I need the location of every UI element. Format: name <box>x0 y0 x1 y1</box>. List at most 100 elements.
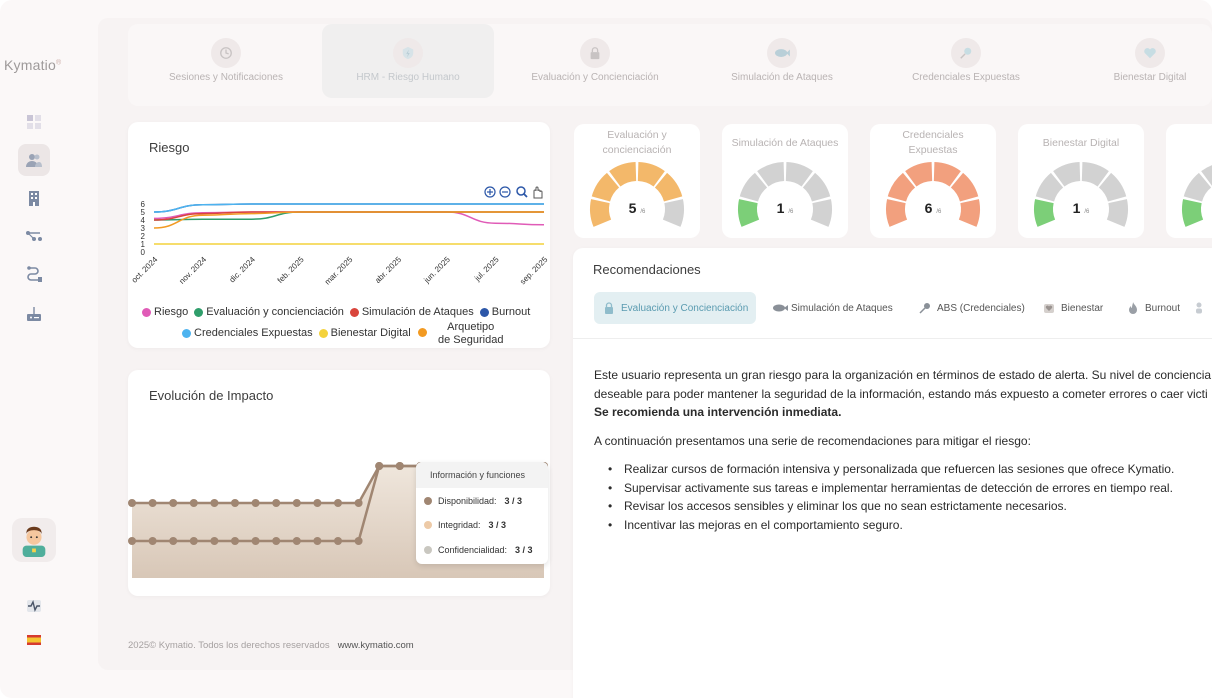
tooltip-dot <box>424 497 432 505</box>
legend-item[interactable]: Riesgo <box>142 306 188 318</box>
brand-logo[interactable]: Kymatio® <box>4 57 61 73</box>
impact-point[interactable] <box>292 499 301 507</box>
tab-simulacion[interactable]: Simulación de Ataques <box>714 24 850 98</box>
gauge-card[interactable]: Bienestar Digital 1 /6 <box>1018 124 1144 238</box>
legend-label: Simulación de Ataques <box>361 306 474 318</box>
series-line[interactable] <box>153 203 544 213</box>
impact-point[interactable] <box>189 537 198 545</box>
journey-icon[interactable] <box>18 258 50 290</box>
impact-point[interactable] <box>272 499 281 507</box>
rec-bullet: Realizar cursos de formación intensiva y… <box>608 462 1174 476</box>
impact-point[interactable] <box>128 499 136 507</box>
building-icon[interactable] <box>18 182 50 214</box>
impact-point[interactable] <box>313 537 322 545</box>
impact-point[interactable] <box>272 537 281 545</box>
x-tick-label: nov. 2024 <box>177 255 208 286</box>
tab-bienestar[interactable]: Bienestar Digital <box>1098 24 1202 98</box>
footer-link[interactable]: www.kymatio.com <box>337 640 414 651</box>
legend-label: Evaluación y concienciación <box>206 306 344 318</box>
gauge-title-line-1: Simulación de Ataques <box>731 137 839 149</box>
gauge-card[interactable]: Credenciales Expuestas 6 /6 <box>870 124 996 238</box>
impact-point[interactable] <box>313 499 322 507</box>
impact-point[interactable] <box>128 537 136 545</box>
zoom-in-icon[interactable] <box>484 186 496 198</box>
tab-label: Credenciales Expuestas <box>912 72 1020 83</box>
legend-item[interactable]: Credenciales Expuestas <box>182 327 313 339</box>
gauge-segment <box>1053 162 1081 187</box>
legend-dot <box>182 328 191 338</box>
gauge-title: Evaluación y concienciación <box>574 128 700 158</box>
legend-item[interactable]: Bienestar Digital <box>318 327 411 339</box>
gauge-max: /6 <box>640 209 646 215</box>
rec-tab-burnout[interactable]: Burnout <box>1118 292 1188 324</box>
gauge-segment <box>958 199 980 227</box>
impact-point[interactable] <box>169 499 178 507</box>
impact-point[interactable] <box>210 499 219 507</box>
impact-point[interactable] <box>251 499 260 507</box>
impact-point[interactable] <box>169 537 178 545</box>
x-tick-label: oct. 2024 <box>130 255 160 285</box>
tab-hrm[interactable]: HRM - Riesgo Humano <box>322 24 494 98</box>
x-tick-label: mar. 2025 <box>323 255 355 287</box>
gauge-value: 1 /6 <box>776 200 794 216</box>
workflow-icon[interactable] <box>18 220 50 252</box>
legend-label-line-2: de Seguridad <box>438 334 504 346</box>
gauge-max: /6 <box>1084 209 1090 215</box>
rec-tab-evaluacion[interactable]: Evaluación y Concienciación <box>594 292 757 324</box>
gauge-value: 6 /6 <box>924 200 942 216</box>
impact-point[interactable] <box>354 499 363 507</box>
legend-item[interactable]: Simulación de Ataques <box>349 306 474 318</box>
impact-point[interactable] <box>210 537 219 545</box>
impact-point[interactable] <box>231 499 239 507</box>
impact-point[interactable] <box>375 462 384 470</box>
magnifier-icon[interactable] <box>516 186 528 198</box>
gauge-card[interactable]: B <box>1166 124 1212 238</box>
rec-emphasis: Se recomienda una intervención inmediata… <box>594 405 842 419</box>
user-avatar[interactable] <box>12 518 56 562</box>
impact-point[interactable] <box>292 537 301 545</box>
gauge-segment <box>637 162 665 187</box>
rec-tab-abs[interactable]: ABS (Credenciales) <box>910 292 1033 324</box>
activity-icon[interactable] <box>18 590 50 622</box>
key-icon <box>951 38 981 68</box>
gauge-segment <box>1182 199 1204 227</box>
series-line[interactable] <box>153 211 544 229</box>
gauge-card[interactable]: Evaluación y concienciación 5 /6 <box>574 124 700 238</box>
tab-evaluacion[interactable]: Evaluación y Concienciación <box>524 24 666 98</box>
impact-point[interactable] <box>334 537 342 545</box>
impact-point[interactable] <box>189 499 198 507</box>
gauge-segment <box>1106 199 1128 227</box>
legend-dot <box>194 307 204 317</box>
impact-point[interactable] <box>148 499 157 507</box>
zoom-out-icon[interactable] <box>499 186 511 198</box>
rec-tab-simulacion[interactable]: Simulación de Ataques <box>764 292 901 324</box>
gauge-title-line-1: Bienestar Digital <box>1042 137 1120 149</box>
impact-point[interactable] <box>251 537 260 545</box>
gauge-card[interactable]: Simulación de Ataques 1 /6 <box>722 124 848 238</box>
rec-tab-bienestar[interactable]: Bienestar <box>1034 292 1111 324</box>
impact-point[interactable] <box>334 499 342 507</box>
impact-point[interactable] <box>395 462 404 470</box>
server-icon[interactable] <box>18 298 50 330</box>
legend-item-arquetipo[interactable]: Arquetipo de Seguridad <box>418 321 503 347</box>
tab-sesiones[interactable]: Sesiones y Notificaciones <box>156 24 296 98</box>
lightning-shield-icon <box>393 38 423 68</box>
spain-flag-icon[interactable] <box>18 624 50 656</box>
impact-point[interactable] <box>148 537 157 545</box>
tooltip-label: Integridad: <box>438 520 481 530</box>
impact-point[interactable] <box>231 537 239 545</box>
rec-bullet-text: Revisar los accesos sensibles y eliminar… <box>624 499 1067 513</box>
dashboard-icon[interactable] <box>18 106 50 138</box>
impact-tooltip: Información y funciones Disponibilidad: 3… <box>416 462 548 564</box>
legend-item[interactable]: Evaluación y concienciación <box>194 306 344 318</box>
rec-tab-more[interactable] <box>1192 292 1211 324</box>
pan-hand-icon[interactable] <box>533 186 543 199</box>
risk-series <box>153 203 545 245</box>
legend-item[interactable]: Burnout <box>479 306 530 318</box>
users-icon[interactable] <box>18 144 50 176</box>
impact-point[interactable] <box>354 537 363 545</box>
tab-credenciales[interactable]: Credenciales Expuestas <box>898 24 1034 98</box>
y-tick-label: 2 <box>141 232 146 241</box>
